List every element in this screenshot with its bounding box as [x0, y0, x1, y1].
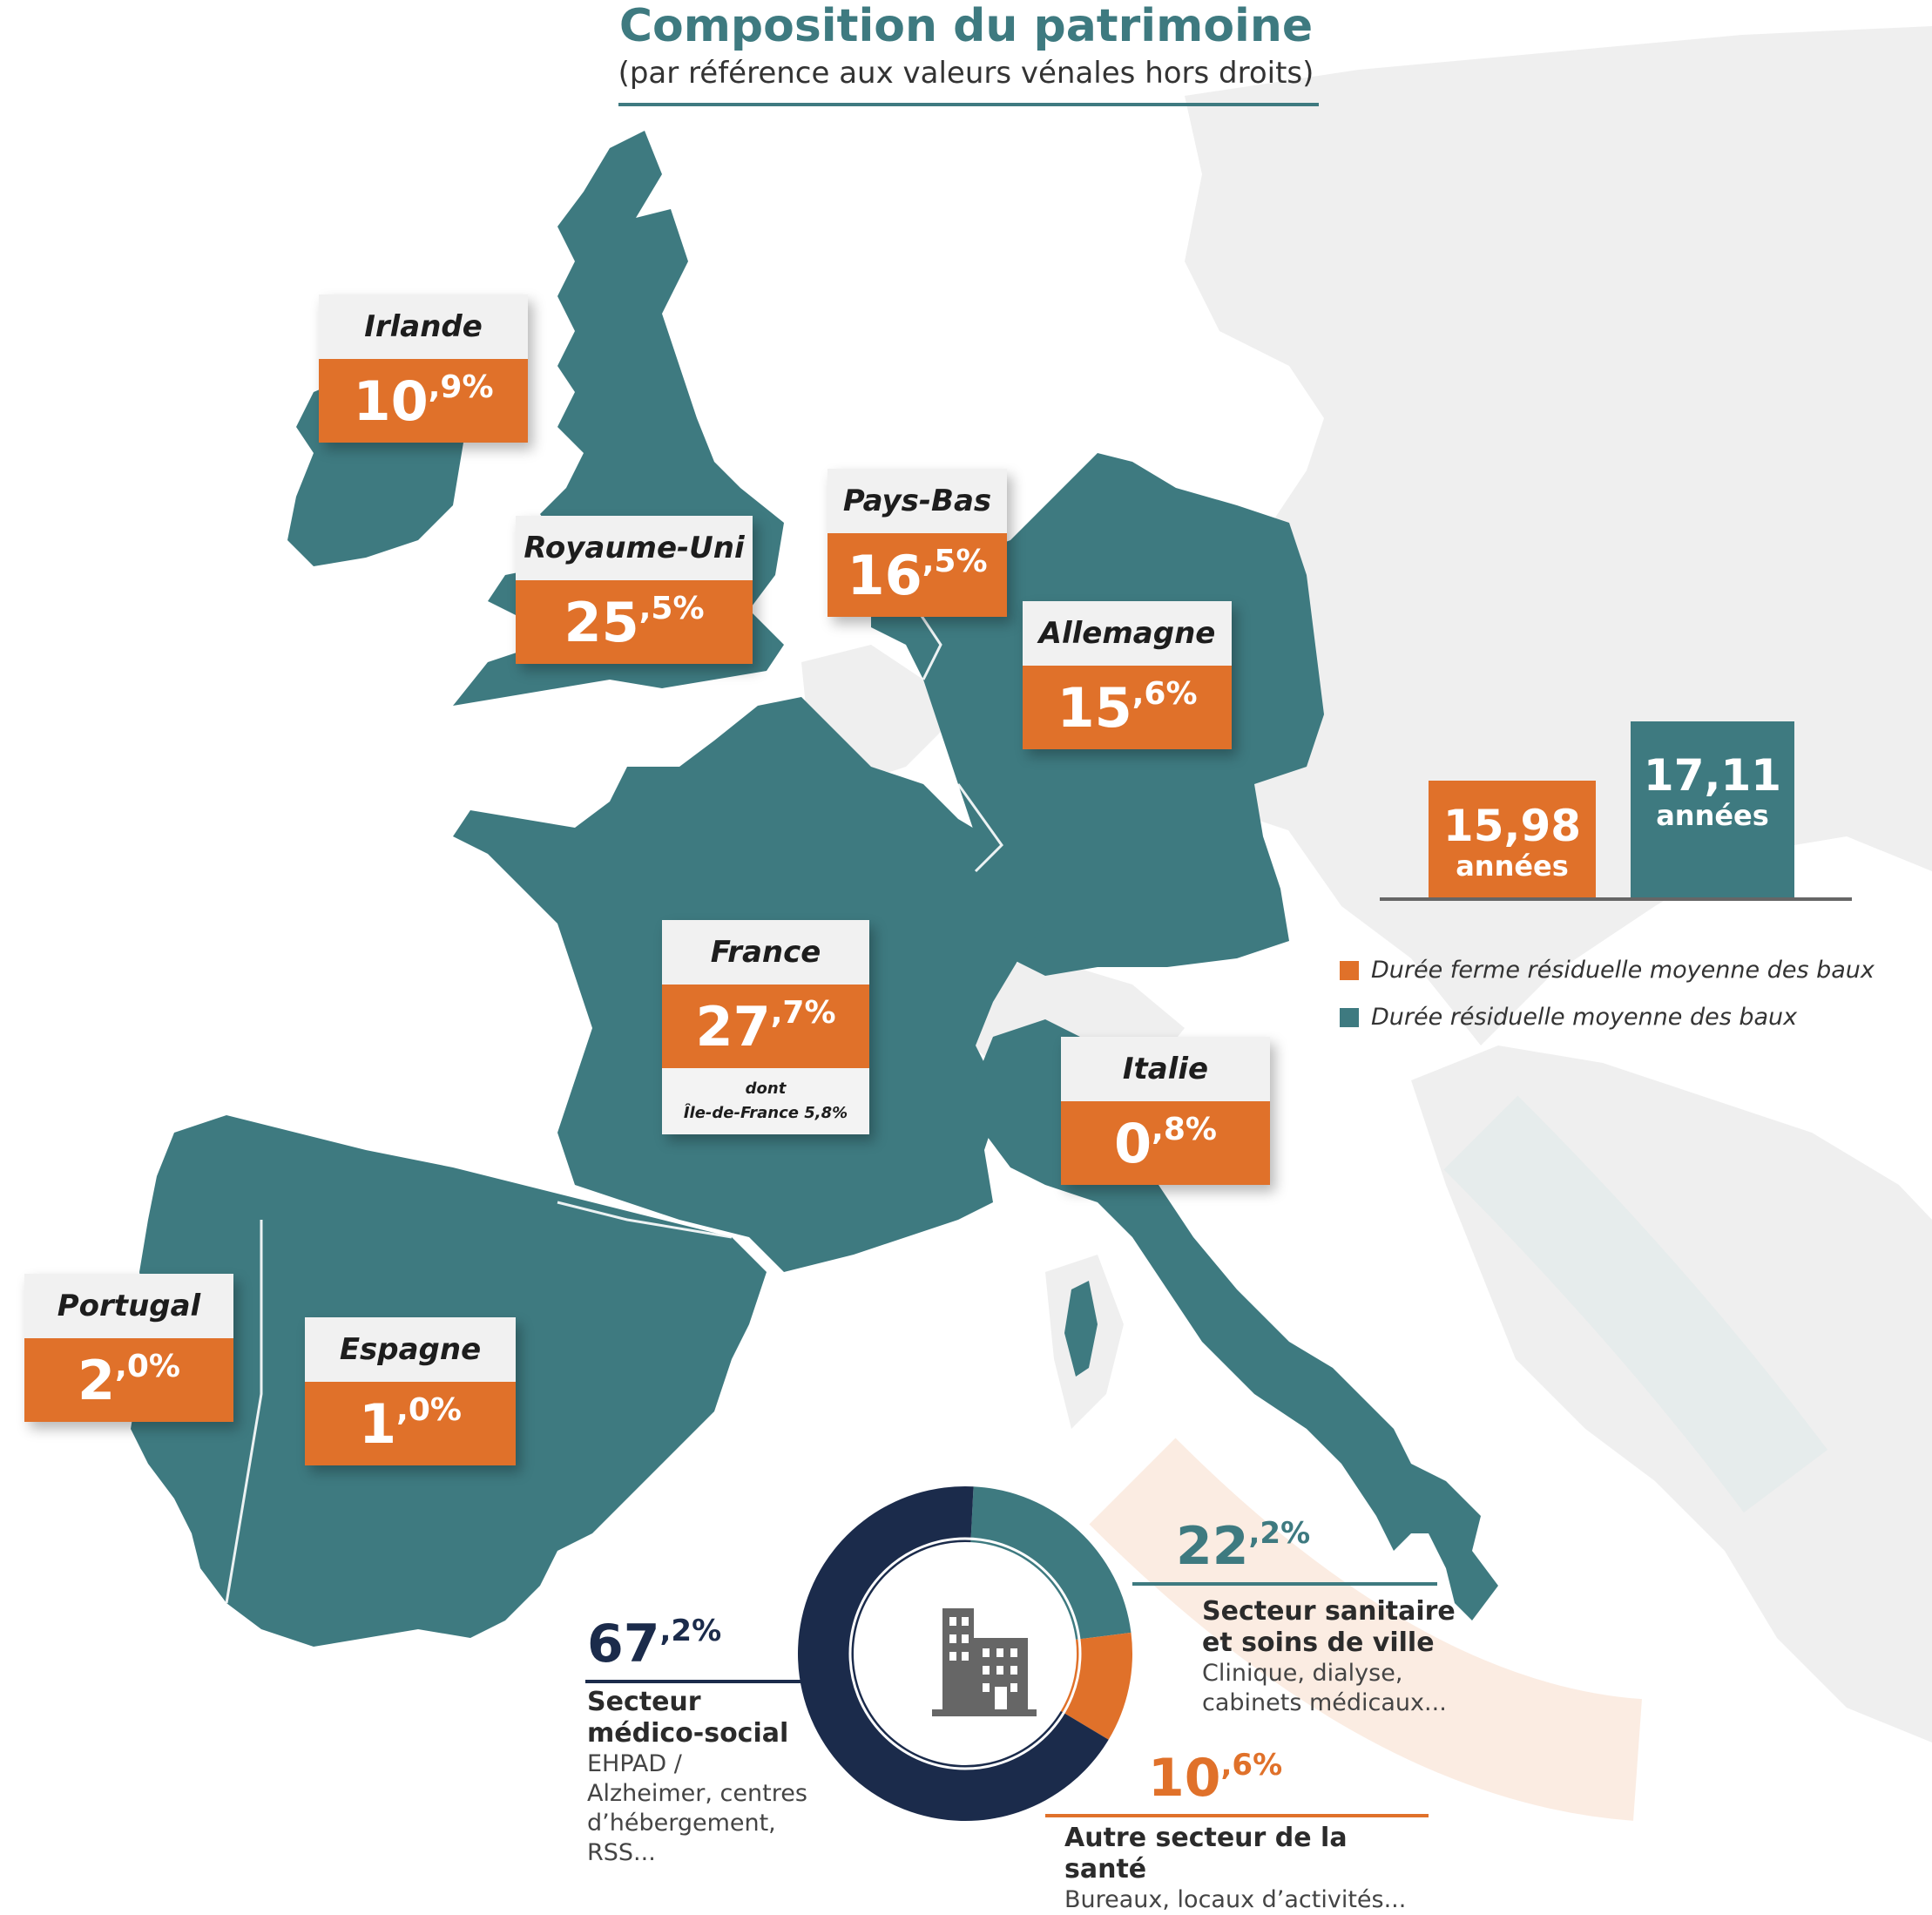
title-underline	[618, 103, 1319, 106]
duration-baseline	[1380, 897, 1852, 901]
country-share: 15,6%	[1023, 666, 1232, 749]
autre-leader-line	[1045, 1814, 1429, 1817]
corsica-shape	[1064, 1281, 1098, 1377]
country-label-espagne: Espagne 1,0%	[305, 1317, 516, 1465]
segment-share: 22,2%	[1176, 1516, 1311, 1577]
legend-item-total: Durée résiduelle moyenne des baux	[1340, 1004, 1797, 1031]
country-name: Italie	[1061, 1037, 1270, 1101]
total-duration-bar: 17,11 années	[1631, 721, 1794, 897]
country-label-france: France 27,7% dont Île-de-France 5,8%	[662, 920, 869, 1134]
segment-medico-social: 67,2%	[587, 1614, 721, 1675]
segment-autre: 10,6%	[1148, 1748, 1282, 1809]
country-label-italie: Italie 0,8%	[1061, 1037, 1270, 1185]
firm-duration-bar: 15,98 années	[1429, 781, 1596, 897]
country-label-portugal: Portugal 2,0%	[24, 1274, 233, 1422]
medico-leader-line	[585, 1680, 821, 1683]
sector-donut-chart	[798, 1486, 1132, 1822]
country-name: Allemagne	[1023, 601, 1232, 666]
country-share: 27,7%	[662, 985, 869, 1068]
building-icon	[932, 1608, 1037, 1716]
country-share: 25,5%	[516, 580, 753, 664]
country-share: 16,5%	[828, 533, 1007, 617]
segment-share: 67,2%	[587, 1614, 722, 1675]
country-share: 2,0%	[24, 1338, 233, 1422]
country-share: 0,8%	[1061, 1101, 1270, 1185]
country-label-pays-bas: Pays-Bas 16,5%	[828, 469, 1007, 617]
sanitaire-leader-line	[1132, 1582, 1437, 1586]
page-title: Composition du patrimoine	[618, 0, 1314, 52]
legend-swatch-orange	[1340, 960, 1359, 980]
donut-slice-sanitaire	[970, 1486, 1132, 1640]
country-share: 1,0%	[305, 1382, 516, 1465]
country-share: 10,9%	[319, 359, 528, 443]
donut-inner-ring	[848, 1537, 1082, 1770]
segment-autre-text: Autre secteur de la santé Bureaux, locau…	[1064, 1823, 1407, 1913]
country-name: Espagne	[305, 1317, 516, 1382]
donut-slice-medico-social	[798, 1486, 1109, 1822]
country-name: Irlande	[319, 294, 528, 359]
segment-medico-text: Secteur médico-social EHPAD / Alzheimer,…	[587, 1687, 807, 1866]
country-name: Portugal	[24, 1274, 233, 1338]
page-subtitle: (par référence aux valeurs vénales hors …	[618, 56, 1314, 91]
country-label-royaume-uni: Royaume-Uni 25,5%	[516, 516, 753, 664]
segment-share: 10,6%	[1148, 1748, 1283, 1809]
country-name: Royaume-Uni	[516, 516, 753, 580]
country-label-irlande: Irlande 10,9%	[319, 294, 528, 443]
france-note: dont Île-de-France 5,8%	[662, 1068, 869, 1134]
legend-item-firm: Durée ferme résiduelle moyenne des baux	[1340, 957, 1875, 984]
segment-sanitaire: 22,2%	[1176, 1516, 1310, 1577]
segment-sanitaire-text: Secteur sanitaire et soins de ville Clin…	[1202, 1596, 1456, 1716]
donut-slice-autre	[1060, 1632, 1132, 1740]
country-name: Pays-Bas	[828, 469, 1007, 533]
legend-swatch-teal	[1340, 1007, 1359, 1027]
country-name: France	[662, 920, 869, 985]
country-label-allemagne: Allemagne 15,6%	[1023, 601, 1232, 749]
